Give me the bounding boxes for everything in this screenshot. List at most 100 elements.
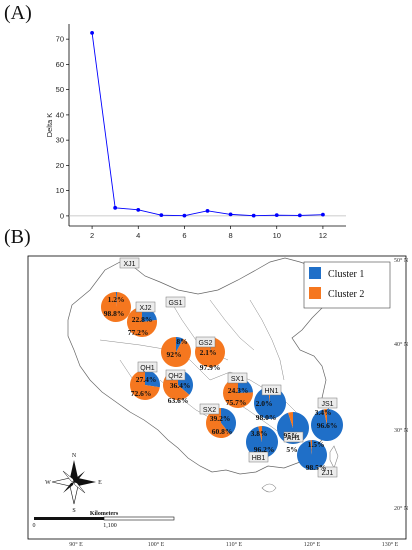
compass-n: N <box>72 453 77 459</box>
delta-k-point <box>321 212 325 217</box>
pct-label-cluster-2-gs1: 92% <box>167 350 182 359</box>
site-label-box-ah1 <box>283 431 304 443</box>
longitude-tick-label: 130° E <box>382 541 399 548</box>
x-tick-label: 8 <box>228 231 232 240</box>
x-tick-label: 12 <box>319 231 327 240</box>
y-tick-label: 60 <box>56 60 64 69</box>
pie-slice-cluster-2-xj1 <box>101 292 132 322</box>
site-label-box-sx1 <box>227 372 248 384</box>
delta-k-point <box>228 212 233 217</box>
pie-slice-cluster-2-qh1 <box>130 370 160 401</box>
legend: Cluster 1 Cluster 2 <box>303 261 391 309</box>
x-tick-label: 6 <box>182 231 186 240</box>
site-label-gs2: GS2 <box>198 340 212 347</box>
delta-k-point <box>113 205 118 210</box>
site-label-box-hn1 <box>261 384 282 396</box>
pct-label-cluster-2-zj1: 1.5% <box>308 440 325 449</box>
scale-bar: Kilometers 0 1,100 <box>33 511 175 529</box>
site-label-hb1: HB1 <box>252 455 266 462</box>
pct-label-cluster-2-ah1: 5% <box>286 445 297 454</box>
delta-k-point <box>251 213 256 218</box>
site-label-qh1: QH1 <box>140 365 155 372</box>
legend-swatch-cluster-1 <box>309 267 321 279</box>
longitude-tick-label: 120° E <box>304 541 321 548</box>
pct-label-cluster-1-hb1: 96.2% <box>254 445 275 454</box>
latitude-tick-label: 50° N <box>394 257 409 264</box>
pct-label-cluster-1-xj2: 22.8% <box>132 315 153 324</box>
delta-k-point <box>159 213 164 218</box>
pct-label-cluster-1-ah1: 95% <box>284 431 299 440</box>
pie-slice-cluster-2-sx2 <box>206 408 231 438</box>
y-tick-label: 10 <box>56 186 64 195</box>
pie-slice-cluster-2-zj1 <box>310 440 312 455</box>
site-label-box-qh2 <box>165 369 186 381</box>
delta-k-point <box>274 213 279 218</box>
site-label-box-xj1 <box>119 257 140 269</box>
panel-a-label: (A) <box>4 2 32 24</box>
pct-label-cluster-2-qh2: 63.6% <box>168 396 189 405</box>
site-label-box-gs2 <box>195 336 216 348</box>
delta-k-point <box>90 30 94 35</box>
pie-slice-cluster-1-hb1 <box>245 426 278 458</box>
pct-label-cluster-1-hn1: 98.0% <box>256 413 277 422</box>
pct-label-cluster-1-gs1: 8% <box>176 337 187 346</box>
legend-label-cluster-1: Cluster 1 <box>328 269 364 280</box>
site-label-box-gs1 <box>165 296 186 308</box>
panel-b-label: (B) <box>4 226 31 248</box>
pie-slice-cluster-1-zj1 <box>297 440 328 470</box>
delta-k-point <box>297 213 302 218</box>
pct-label-cluster-1-qh2: 36.4% <box>170 381 191 390</box>
pct-label-cluster-1-gs2: 2.1% <box>200 348 217 357</box>
scale-start: 0 <box>33 523 36 529</box>
latitude-tick-label: 30° N <box>394 427 409 434</box>
scale-end: 1,100 <box>103 523 117 529</box>
site-label-xj1: XJ1 <box>123 261 135 268</box>
site-label-box-sx2 <box>199 403 220 415</box>
island <box>261 445 339 493</box>
y-tick-label: 30 <box>56 136 64 145</box>
x-tick-label: 4 <box>136 231 140 240</box>
pct-label-cluster-2-xj2: 77.2% <box>128 328 149 337</box>
longitude-tick-label: 100° E <box>148 541 165 548</box>
longitude-tick-label: 110° E <box>226 541 243 548</box>
site-label-qh2: QH2 <box>168 373 183 380</box>
pie-slice-cluster-2-xj2 <box>127 307 157 337</box>
compass-w: W <box>45 480 51 486</box>
x-tick-label: 2 <box>90 231 94 240</box>
pct-label-cluster-2-js1: 3.4% <box>315 408 332 417</box>
site-label-box-zj1 <box>317 466 338 478</box>
y-tick-label: 40 <box>56 110 64 119</box>
y-tick-label: 0 <box>60 211 64 220</box>
delta-k-point <box>205 208 210 213</box>
delta-k-point <box>182 213 187 218</box>
y-tick-label: 70 <box>56 35 64 44</box>
site-label-box-xj2 <box>135 301 156 313</box>
pie-slice-cluster-2-gs1 <box>160 337 191 368</box>
site-label-xj2: XJ2 <box>139 305 151 312</box>
pie-slice-cluster-1-xj1 <box>116 292 118 307</box>
pct-label-cluster-2-qh1: 72.6% <box>131 389 152 398</box>
pie-slice-cluster-1-sx2 <box>221 408 237 435</box>
site-label-zj1: ZJ1 <box>322 470 334 477</box>
pct-label-cluster-1-sx1: 24.3% <box>228 386 249 395</box>
pct-label-cluster-1-xj1: 1.2% <box>108 295 125 304</box>
site-label-sx2: SX2 <box>203 407 216 414</box>
x-tick-label: 10 <box>273 231 281 240</box>
pie-slice-cluster-2-ah1 <box>288 412 293 428</box>
pct-label-cluster-1-qh1: 27.4% <box>136 375 157 384</box>
compass-s: S <box>72 508 75 514</box>
delta-k-point <box>136 207 141 212</box>
latitude-tick-label: 20° N <box>394 505 409 512</box>
site-label-sx1: SX1 <box>231 376 244 383</box>
pct-label-cluster-2-hn1: 2.0% <box>256 399 273 408</box>
legend-label-cluster-2: Cluster 2 <box>328 289 364 300</box>
legend-swatch-cluster-2 <box>309 287 321 299</box>
pie-slice-cluster-2-js1 <box>323 409 327 425</box>
site-label-hn1: HN1 <box>264 388 278 395</box>
